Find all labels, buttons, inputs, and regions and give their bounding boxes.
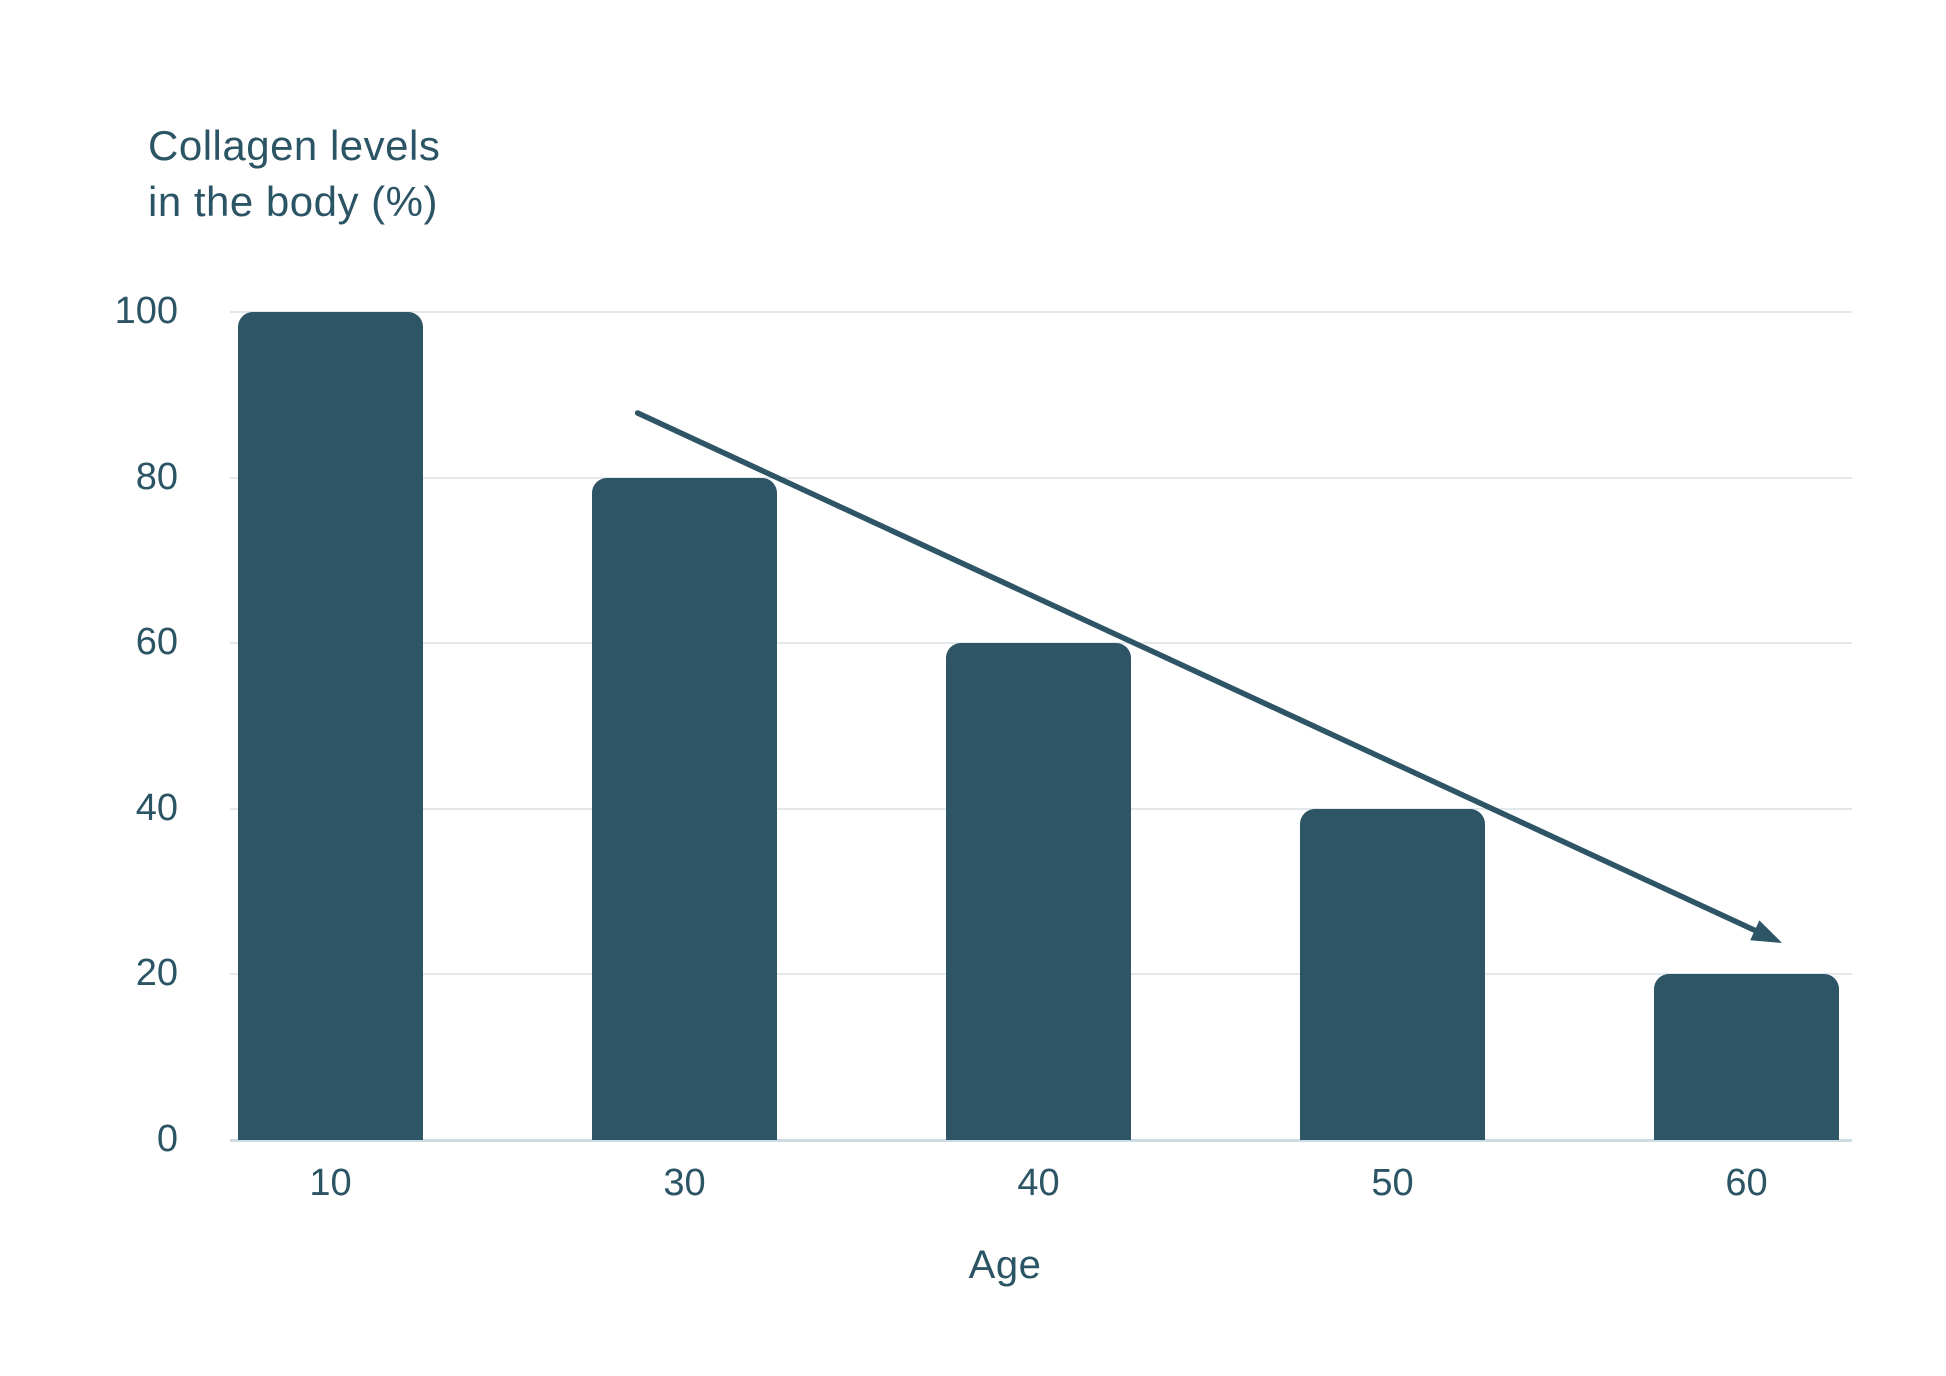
bar-age-10	[238, 312, 423, 1140]
y-tick-label-40: 40	[135, 786, 178, 829]
y-tick-label-100: 100	[114, 290, 178, 332]
bar-age-50	[1300, 808, 1485, 1140]
trend-arrow-line	[634, 410, 1767, 938]
bar-age-40	[946, 643, 1131, 1140]
y-tick-label-60: 60	[135, 621, 178, 664]
x-axis-baseline	[230, 1138, 1852, 1142]
y-tick-label-20: 20	[135, 952, 178, 995]
chart-title: Collagen levels in the body (%)	[148, 118, 440, 230]
trend-arrowhead	[1750, 920, 1783, 943]
gridline-100	[230, 311, 1852, 313]
x-tick-label-40: 40	[1017, 1162, 1060, 1204]
gridline-80	[230, 476, 1852, 479]
bar-age-60	[1654, 974, 1839, 1140]
y-tick-label-80: 80	[135, 455, 178, 498]
bar-age-30	[592, 477, 777, 1140]
x-axis-title: Age	[968, 1243, 1042, 1287]
x-tick-label-30: 30	[663, 1162, 706, 1204]
chart-title-line-2: in the body (%)	[148, 178, 438, 225]
x-tick-label-10: 10	[309, 1162, 352, 1204]
y-tick-label-0: 0	[156, 1118, 178, 1160]
x-tick-label-60: 60	[1725, 1162, 1768, 1204]
x-tick-label-50: 50	[1371, 1162, 1414, 1204]
chart-title-line-1: Collagen levels	[148, 122, 441, 169]
